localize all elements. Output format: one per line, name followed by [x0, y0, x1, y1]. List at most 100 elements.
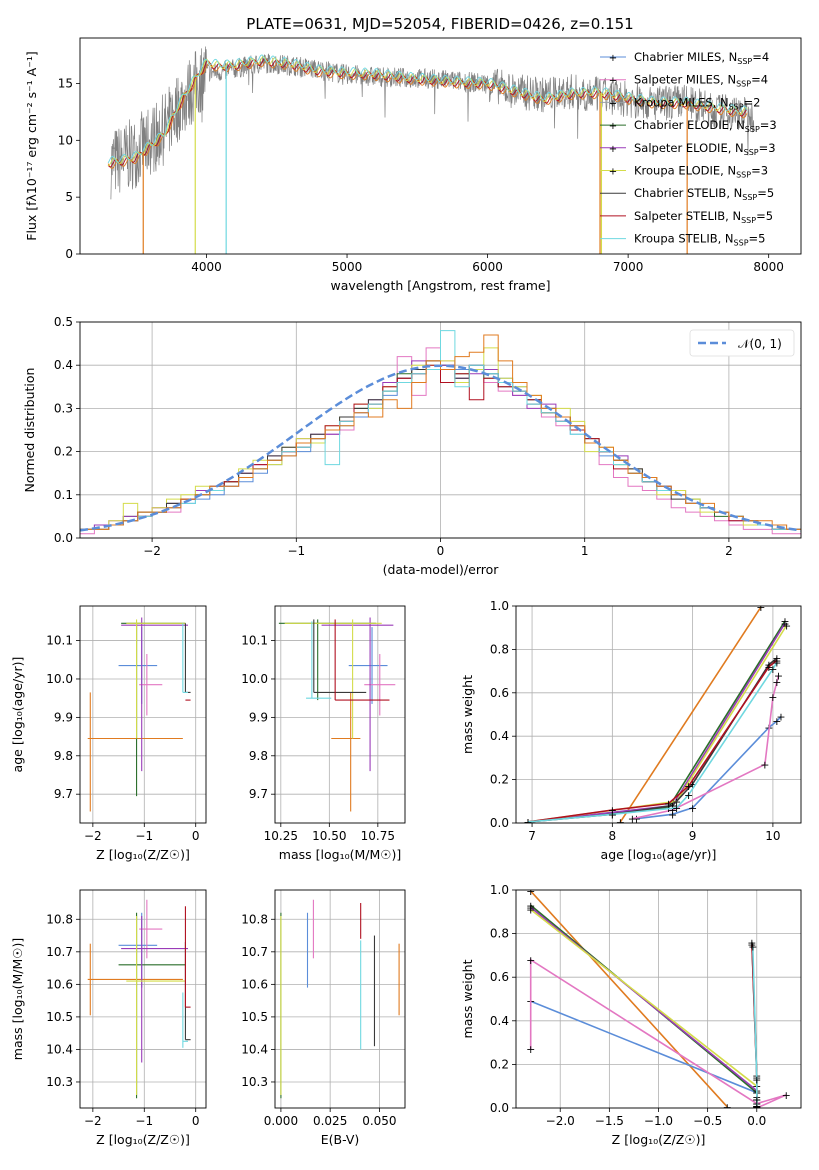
mass-weight-marker: +	[748, 941, 757, 954]
mass-weight-vs-metallicity-panel: −2.0 −1.5 −1.0 −0.5 0.0 0.0 0.2 0.4 0.6 0.8 1.0 Z […	[460, 883, 802, 1147]
legend-marker: +	[609, 76, 617, 87]
legend-box	[689, 329, 795, 357]
line-plot-area: +++ +++++++++++++++++++++++++++++++++++++…	[523, 601, 791, 829]
x-axis-label: mass [log₁₀(M/M☉)]	[279, 847, 401, 862]
x-tick-label: −1	[135, 1114, 153, 1128]
mass-vs-ebv-panel: 0.000 0.025 0.050 10.3 10.4 10.5 10.6 10.7 10.8 E…	[241, 889, 406, 1147]
x-tick-label: 10.50	[312, 829, 346, 843]
x-axis-label: E(B-V)	[321, 1132, 360, 1147]
spectrum-data-line	[110, 46, 755, 200]
x-tick-label: 2	[725, 544, 733, 558]
legend-marker: +	[609, 144, 617, 155]
mass-weight-marker: +	[608, 804, 617, 817]
y-tick-label: 0.4	[54, 358, 73, 372]
y-tick-label: 10.6	[241, 977, 268, 991]
mass-weight-line-salpeter_elodie	[530, 906, 758, 1107]
x-tick-label: −2	[84, 829, 102, 843]
y-tick-label: 0	[65, 247, 73, 261]
y-tick-label: 9.7	[54, 787, 73, 801]
y-tick-label: 1.0	[490, 599, 509, 613]
x-tick-label: 6000	[472, 260, 503, 274]
mass-weight-marker: +	[668, 808, 677, 821]
y-tick-label: 10	[58, 133, 73, 147]
mass-weight-line-chabrier_miles	[636, 716, 782, 820]
y-tick-label: 0.5	[54, 315, 73, 329]
legend-label: Chabrier ELODIE, NSSP=3	[634, 118, 777, 134]
mass-weight-marker: +	[526, 1043, 535, 1056]
x-tick-label: −2	[84, 1114, 102, 1128]
mass-weight-marker: +	[616, 816, 625, 829]
axes-frame	[79, 321, 802, 539]
mass-weight-line-orange	[619, 606, 762, 823]
mass-weight-marker: +	[747, 939, 756, 952]
legend-label: Kroupa STELIB, NSSP=5	[634, 232, 765, 248]
x-tick-label: 0	[192, 829, 200, 843]
mass-weight-marker: +	[747, 936, 756, 949]
x-tick-label: 10.75	[361, 829, 395, 843]
residual-histogram-panel: −2 −1 0 1 2 0.0 0.1 0.2 0.3 0.4 0.5 (data-model)/er…	[22, 315, 802, 577]
y-tick-label: 0.8	[490, 927, 509, 941]
histogram-plot-area	[80, 330, 801, 535]
y-tick-label: 10.4	[241, 1042, 268, 1056]
line-plot-area: ++++++++++++++++++++++++++++++++	[526, 890, 791, 1113]
x-tick-label: 7000	[613, 260, 644, 274]
mass-weight-line-kroupa_elodie	[530, 908, 758, 1107]
spectrum-legend: + Chabrier MILES, NSSP=4 + Salpeter MILES, …	[600, 50, 777, 248]
legend-label: Chabrier MILES, NSSP=4	[634, 50, 769, 66]
y-tick-label: 10.0	[241, 672, 268, 686]
x-tick-label: 10.25	[264, 829, 298, 843]
y-tick-label: 0.0	[490, 816, 509, 830]
mass-weight-marker: +	[772, 656, 781, 669]
mass-weight-marker: +	[523, 816, 532, 829]
y-tick-label: 0.8	[490, 642, 509, 656]
y-tick-label: 1.0	[490, 883, 509, 897]
y-tick-label: 0.0	[490, 1101, 509, 1115]
mass-weight-marker: +	[756, 601, 765, 614]
x-tick-label: −1	[287, 544, 305, 558]
mass-weight-line-kroupa_stelib	[527, 661, 778, 823]
mass-weight-marker: +	[523, 816, 532, 829]
x-tick-label: 0.025	[313, 1114, 347, 1128]
mass-weight-marker: +	[780, 617, 789, 630]
spectrum-model-line-salpeter_stelib	[107, 58, 748, 168]
y-tick-label: 9.8	[249, 749, 268, 763]
mass-weight-marker: +	[776, 711, 785, 724]
axes-frame	[79, 889, 207, 1109]
x-tick-label: −0.5	[693, 1114, 722, 1128]
x-tick-label: −1	[135, 829, 153, 843]
legend-marker: +	[609, 53, 617, 64]
normal-curve	[80, 364, 801, 532]
axes-frame	[79, 37, 802, 255]
y-tick-label: 0.2	[490, 773, 509, 787]
spectrum-plot-area	[107, 46, 755, 254]
mass-weight-line-orange	[530, 890, 728, 1108]
mass-weight-marker: +	[523, 816, 532, 829]
y-tick-label: 10.7	[241, 945, 268, 959]
mass-weight-marker: +	[768, 691, 777, 704]
mass-weight-marker: +	[752, 1100, 761, 1113]
y-tick-label: 9.7	[249, 787, 268, 801]
mass-weight-marker: +	[668, 804, 677, 817]
x-tick-label: 5000	[332, 260, 363, 274]
x-tick-label: −2	[143, 544, 161, 558]
mass-weight-marker: +	[688, 778, 697, 791]
axes-frame	[79, 605, 207, 824]
mass-weight-marker: +	[780, 615, 789, 628]
legend-label: Salpeter ELODIE, NSSP=3	[634, 141, 776, 157]
legend-marker: +	[609, 121, 617, 132]
x-tick-label: 0.0	[747, 1114, 766, 1128]
mass-weight-marker: +	[782, 620, 791, 633]
mass-weight-marker: +	[688, 802, 697, 815]
y-axis-label: age [log₁₀(age/yr)]	[10, 657, 25, 773]
mass-weight-marker: +	[772, 715, 781, 728]
axes-frame	[515, 889, 802, 1109]
mass-weight-line-salpeter_stelib	[527, 659, 778, 823]
x-axis-label: Z [log₁₀(Z/Z☉)]	[612, 1132, 706, 1147]
spectrum-panel: 4000 5000 6000 7000 8000 0 5 10 15 wavelength [An…	[24, 37, 802, 293]
mass-weight-line-kroupa_elodie	[527, 625, 788, 823]
x-axis-label: wavelength [Angstrom, rest frame]	[330, 278, 550, 293]
x-tick-label: 8000	[753, 260, 784, 274]
x-tick-label: 0	[437, 544, 445, 558]
y-axis-label: Normed distribution	[22, 368, 37, 493]
x-tick-label: 1	[581, 544, 589, 558]
